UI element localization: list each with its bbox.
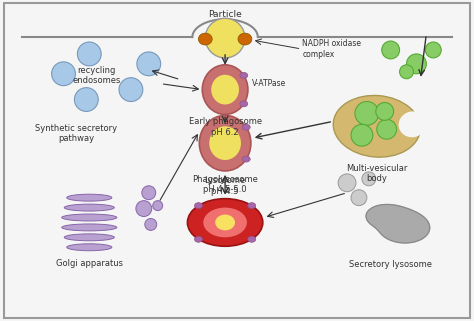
Text: Lysosome
pH 4.5: Lysosome pH 4.5 (204, 176, 246, 196)
Text: recycling
endosomes: recycling endosomes (72, 66, 120, 85)
Circle shape (77, 42, 101, 66)
Circle shape (382, 41, 400, 59)
Circle shape (137, 52, 161, 76)
Ellipse shape (399, 111, 426, 137)
Circle shape (351, 124, 373, 146)
Ellipse shape (248, 203, 255, 209)
Ellipse shape (203, 208, 247, 237)
Text: Early phagosome
pH 6.2: Early phagosome pH 6.2 (189, 117, 262, 137)
Circle shape (153, 201, 163, 211)
Text: Secretory lysosome: Secretory lysosome (349, 260, 432, 269)
Ellipse shape (240, 101, 248, 107)
Circle shape (338, 174, 356, 192)
Ellipse shape (62, 214, 117, 221)
Ellipse shape (333, 95, 420, 157)
Ellipse shape (194, 203, 202, 209)
Circle shape (74, 88, 98, 111)
Polygon shape (366, 204, 430, 243)
Circle shape (400, 65, 413, 79)
Ellipse shape (238, 33, 252, 45)
Ellipse shape (67, 194, 112, 201)
Circle shape (407, 54, 426, 74)
Ellipse shape (202, 65, 248, 114)
Circle shape (351, 190, 367, 206)
Ellipse shape (242, 156, 250, 162)
Ellipse shape (240, 73, 248, 78)
Ellipse shape (64, 234, 114, 241)
Ellipse shape (215, 214, 235, 230)
Ellipse shape (198, 33, 212, 45)
Text: Particle: Particle (208, 10, 242, 19)
Circle shape (136, 201, 152, 216)
Ellipse shape (67, 244, 112, 251)
Circle shape (142, 186, 156, 200)
Text: Multi-vesicular
body: Multi-vesicular body (346, 164, 408, 183)
Text: V-ATPase: V-ATPase (252, 79, 286, 88)
Ellipse shape (209, 126, 241, 160)
Text: NADPH oxidase
complex: NADPH oxidase complex (302, 39, 362, 59)
Circle shape (425, 42, 441, 58)
Circle shape (205, 18, 245, 58)
Ellipse shape (187, 199, 263, 246)
Ellipse shape (64, 204, 114, 211)
FancyBboxPatch shape (4, 4, 470, 317)
Circle shape (52, 62, 75, 86)
Ellipse shape (62, 224, 117, 231)
Circle shape (362, 172, 376, 186)
Ellipse shape (248, 236, 255, 242)
Text: Phagolysosome
pH 4.5-5.0: Phagolysosome pH 4.5-5.0 (192, 175, 258, 194)
Text: Golgi apparatus: Golgi apparatus (56, 259, 123, 268)
Circle shape (119, 78, 143, 101)
Ellipse shape (194, 236, 202, 242)
Circle shape (145, 219, 157, 230)
Circle shape (355, 101, 379, 125)
Circle shape (377, 119, 397, 139)
Ellipse shape (200, 115, 251, 171)
Text: Synthetic secretory
pathway: Synthetic secretory pathway (36, 124, 118, 143)
Ellipse shape (242, 124, 250, 130)
Circle shape (376, 102, 393, 120)
Ellipse shape (211, 75, 239, 105)
